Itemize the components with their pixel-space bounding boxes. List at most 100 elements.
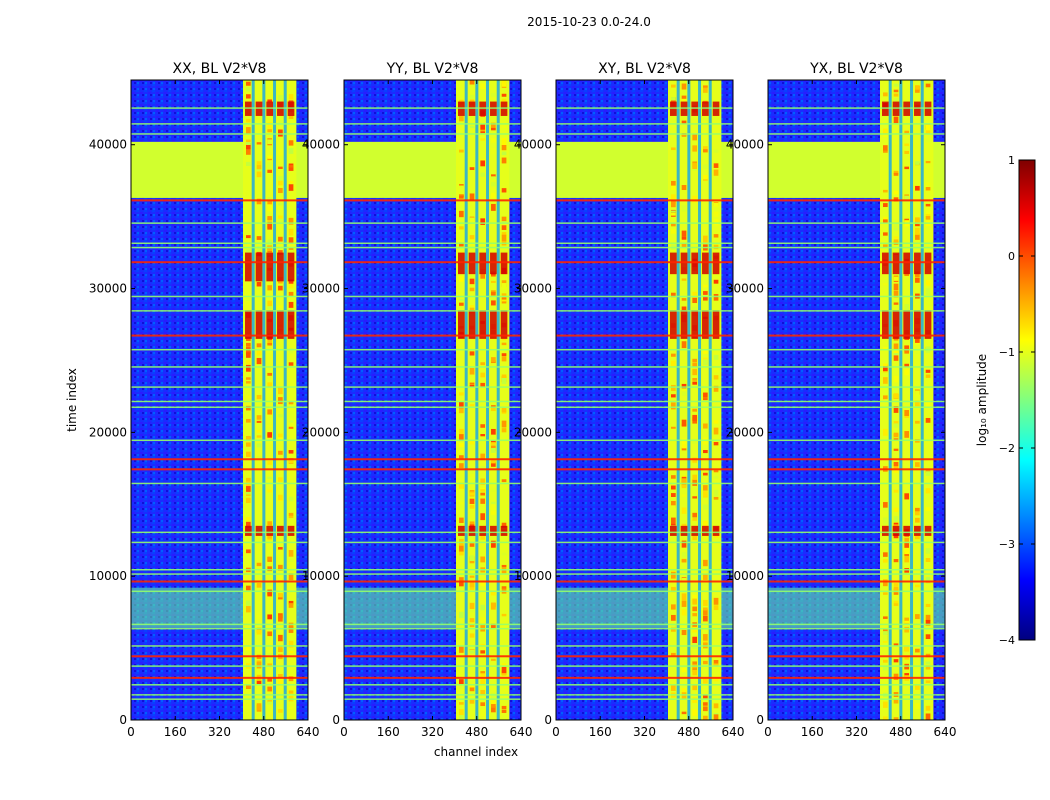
horizontal-line bbox=[131, 684, 308, 686]
band-cell bbox=[278, 549, 283, 556]
colorbar-label: log₁₀ amplitude bbox=[975, 354, 989, 446]
horizontal-line bbox=[344, 627, 521, 630]
band-cell bbox=[703, 178, 708, 181]
horizontal-line bbox=[556, 468, 733, 471]
band-cell bbox=[883, 701, 888, 708]
band-cell bbox=[703, 348, 708, 354]
band-cell bbox=[671, 604, 676, 610]
band-cell bbox=[904, 349, 910, 354]
band-cell bbox=[893, 116, 899, 124]
horizontal-line bbox=[556, 458, 733, 461]
band-cell bbox=[459, 408, 464, 414]
band-cell bbox=[501, 666, 507, 674]
band-cell bbox=[692, 377, 698, 381]
horizontal-line bbox=[131, 310, 308, 312]
band-cell bbox=[246, 684, 251, 689]
band-cell bbox=[893, 223, 899, 228]
hot-cell bbox=[255, 252, 263, 282]
band-cell bbox=[501, 80, 507, 87]
band-cell bbox=[681, 298, 687, 301]
band-cell bbox=[480, 362, 486, 366]
horizontal-line bbox=[344, 573, 521, 575]
band-cell bbox=[713, 476, 719, 479]
hot-cell bbox=[468, 310, 476, 339]
band-cell bbox=[703, 291, 708, 295]
band-cell bbox=[681, 388, 687, 392]
band-cell bbox=[893, 239, 899, 243]
band-cell bbox=[288, 550, 294, 557]
band-cell bbox=[501, 188, 507, 193]
band-cell bbox=[915, 517, 920, 523]
band-cell bbox=[246, 336, 251, 341]
hot-cell bbox=[924, 252, 932, 275]
band-cell bbox=[267, 162, 273, 169]
band-cell bbox=[288, 496, 294, 502]
band-cell bbox=[491, 440, 496, 443]
band-cell bbox=[883, 337, 888, 342]
band-cell bbox=[256, 443, 262, 448]
band-cell bbox=[915, 85, 920, 91]
band-cell bbox=[703, 227, 708, 232]
hot-cell bbox=[468, 252, 476, 275]
y-tick-label: 40000 bbox=[726, 138, 764, 152]
horizontal-line bbox=[131, 107, 308, 109]
x-tick-label: 0 bbox=[340, 725, 348, 739]
band-cell bbox=[893, 533, 899, 539]
band-cell bbox=[671, 360, 676, 368]
band-cell bbox=[288, 217, 294, 225]
band-cell bbox=[267, 566, 273, 572]
band-cell bbox=[904, 548, 910, 555]
horizontal-line bbox=[768, 406, 945, 408]
horizontal-line bbox=[556, 698, 733, 700]
band-cell bbox=[671, 500, 676, 508]
band-cell bbox=[713, 219, 719, 226]
hot-cell bbox=[479, 525, 487, 536]
band-cell bbox=[267, 521, 273, 526]
x-tick-label: 480 bbox=[465, 725, 488, 739]
band-cell bbox=[256, 650, 262, 654]
band-cell bbox=[681, 389, 687, 396]
horizontal-line bbox=[344, 694, 521, 696]
band-cell bbox=[893, 172, 899, 176]
band-cell bbox=[681, 482, 687, 489]
band-cell bbox=[278, 674, 283, 678]
band-cell bbox=[256, 429, 262, 433]
band-cell bbox=[915, 702, 920, 710]
hot-cell bbox=[490, 310, 497, 339]
band-cell bbox=[278, 494, 283, 500]
band-cell bbox=[692, 474, 698, 480]
band-cell bbox=[288, 450, 294, 454]
band-cell bbox=[267, 574, 273, 577]
x-tick-label: 640 bbox=[510, 725, 533, 739]
band-cell bbox=[904, 304, 910, 311]
band-cell bbox=[703, 534, 708, 540]
band-cell bbox=[480, 702, 486, 707]
x-tick-label: 0 bbox=[127, 725, 135, 739]
hot-cell bbox=[479, 252, 487, 275]
band-cell bbox=[491, 700, 496, 707]
band-cell bbox=[278, 285, 283, 291]
band-cell bbox=[671, 394, 676, 398]
band-cell bbox=[267, 342, 273, 346]
band-cell bbox=[469, 351, 475, 356]
band-cell bbox=[256, 236, 262, 240]
horizontal-line bbox=[131, 295, 308, 298]
band-cell bbox=[893, 83, 899, 87]
band-cell bbox=[681, 593, 687, 601]
band-cell bbox=[459, 646, 464, 653]
horizontal-line bbox=[768, 386, 945, 388]
x-tick-label: 160 bbox=[377, 725, 400, 739]
band-cell bbox=[459, 392, 464, 396]
band-cell bbox=[893, 559, 899, 563]
band-cell bbox=[904, 645, 910, 652]
band-cell bbox=[883, 634, 888, 642]
y-tick-label: 30000 bbox=[302, 282, 340, 296]
band-cell bbox=[703, 284, 708, 288]
band-cell bbox=[469, 633, 475, 638]
band-cell bbox=[469, 278, 475, 285]
x-tick-label: 480 bbox=[252, 725, 275, 739]
band-cell bbox=[278, 648, 283, 653]
band-cell bbox=[692, 296, 698, 304]
band-cell bbox=[703, 392, 708, 398]
band-cell bbox=[459, 434, 464, 442]
